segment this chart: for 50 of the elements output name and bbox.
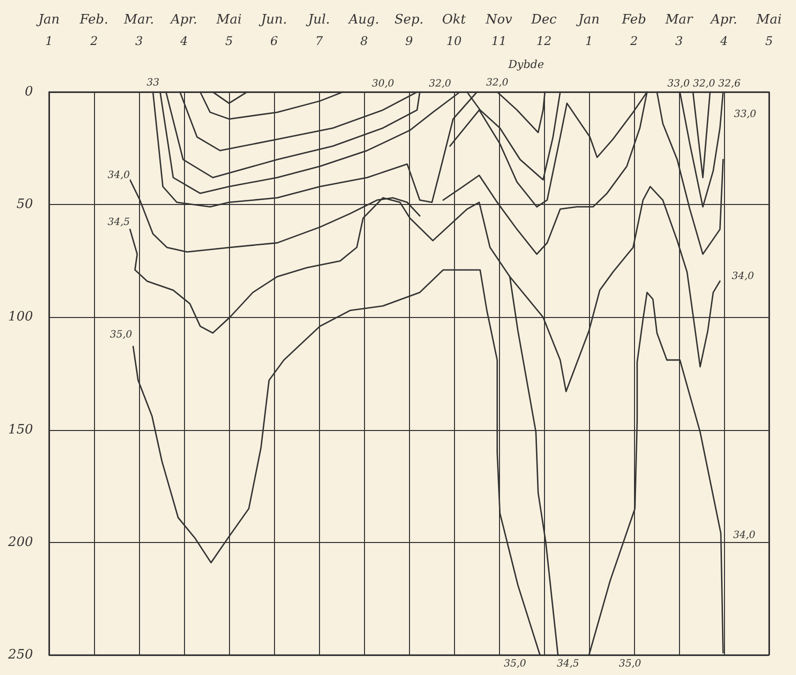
x-tick-label: 2 (89, 34, 98, 48)
x-tick-label: 12 (536, 34, 552, 48)
annotation: 34,0 (108, 170, 131, 181)
x-tick-label: 10 (446, 34, 462, 48)
text: Sep. (394, 12, 424, 28)
annotation: 32,0 (486, 78, 509, 88)
annotation: 33,0 (734, 109, 757, 120)
x-tick-label: 9 (405, 34, 414, 48)
x-tick-label: 3 (135, 34, 144, 48)
y-tick-label: 50 (16, 197, 33, 212)
annotation: 34,0 (733, 530, 756, 542)
text: 35,0 (618, 658, 642, 670)
text: Aug. (348, 12, 380, 28)
x-tick-label: 8 (360, 34, 368, 48)
text: 35,0 (504, 658, 527, 670)
y-tick-label: 250 (7, 648, 33, 662)
x-tick-label: 11 (491, 34, 507, 48)
y-tick-label: 100 (8, 310, 33, 325)
text: 34,5 (556, 658, 580, 670)
x-tick-label: 6 (270, 34, 278, 48)
text: Feb (620, 12, 646, 28)
annotation: 34,5 (108, 217, 130, 228)
text: Feb. (78, 12, 108, 28)
text: Jan (575, 12, 600, 28)
text: 33,0 32,0 32,6 (667, 78, 742, 90)
y-tick-label: 150 (8, 422, 33, 438)
y-axis-title: Dybde (507, 58, 544, 71)
text: Jan (35, 12, 60, 28)
y-tick-label: 200 (7, 534, 33, 550)
text: Nov (484, 12, 513, 28)
text: Okt (442, 12, 467, 28)
text: Mai (755, 12, 782, 28)
text: Jul. (305, 12, 330, 28)
text: Dec (530, 12, 558, 28)
y-tick-label: 0 (24, 84, 33, 100)
x-tick-label: 7 (315, 34, 324, 48)
text: Apr. (170, 12, 198, 28)
text: 32,0 (428, 78, 452, 90)
text: 30,0 (372, 78, 395, 90)
text: Mar. (123, 12, 154, 28)
text: Mai (215, 12, 242, 28)
text: Jun. (258, 12, 288, 28)
x-tick-label: 1 (45, 34, 53, 48)
x-tick-label: 5 (225, 34, 233, 48)
text: Mar (664, 12, 694, 28)
annotation: 33 (146, 78, 160, 88)
text: Apr. (710, 12, 738, 28)
annotation: 35,0 (110, 330, 133, 341)
x-tick-label: 4 (179, 34, 188, 48)
annotation: 34,0 (732, 271, 755, 282)
